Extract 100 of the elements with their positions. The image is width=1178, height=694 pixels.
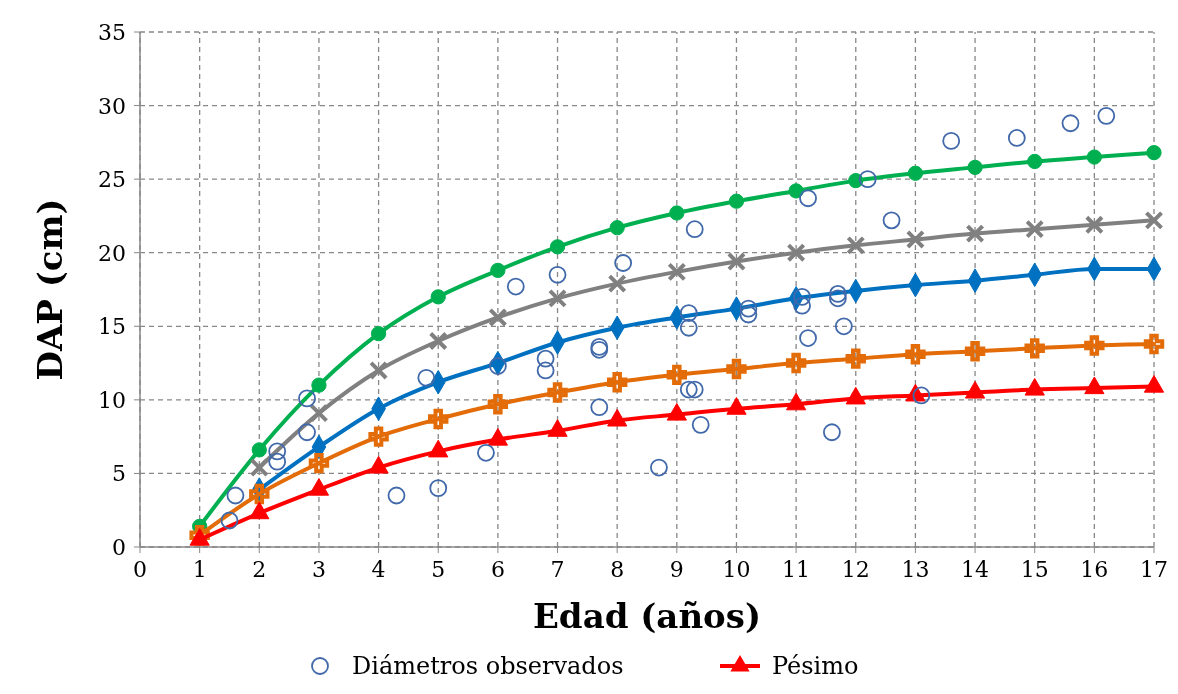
x-tick-label: 16	[1080, 557, 1109, 582]
point	[549, 239, 566, 255]
point	[799, 189, 817, 208]
x-tick-label: 6	[490, 557, 505, 582]
point	[905, 229, 925, 250]
point	[370, 326, 387, 342]
point	[606, 371, 628, 393]
point	[308, 452, 330, 474]
point	[249, 483, 270, 505]
point	[428, 331, 448, 351]
x-tick-label: 7	[550, 557, 565, 582]
point	[679, 380, 698, 399]
point	[536, 361, 555, 380]
x-tick-label: 15	[1020, 557, 1049, 582]
point	[368, 426, 389, 447]
point	[1061, 114, 1080, 133]
point	[691, 415, 710, 434]
x-tick-label: 5	[431, 557, 446, 582]
point	[417, 368, 436, 387]
point	[739, 305, 758, 324]
point	[666, 364, 688, 386]
point	[739, 299, 758, 318]
point	[828, 289, 847, 308]
point	[685, 380, 704, 399]
point	[547, 288, 568, 308]
y-tick-label: 5	[112, 461, 126, 487]
y-tick-label: 0	[112, 535, 126, 560]
point	[487, 394, 509, 415]
point	[786, 243, 806, 263]
point	[311, 377, 327, 393]
point	[506, 277, 525, 296]
x-tick-label: 0	[133, 557, 147, 582]
point	[667, 262, 687, 282]
point	[298, 423, 316, 442]
point	[828, 285, 847, 303]
legend-label: Pésimo	[772, 652, 859, 680]
point	[387, 486, 406, 505]
point	[609, 220, 625, 236]
point	[799, 329, 817, 347]
point	[428, 408, 449, 430]
point	[905, 344, 926, 365]
point	[268, 452, 287, 471]
point	[793, 296, 811, 315]
point	[536, 349, 555, 368]
x-tick-label: 17	[1140, 557, 1168, 582]
point	[685, 220, 704, 239]
x-tick-label: 12	[841, 557, 870, 582]
y-tick-label: 30	[98, 93, 126, 119]
point	[429, 479, 448, 498]
point	[1024, 338, 1045, 359]
point	[1084, 335, 1105, 356]
y-tick-label: 20	[98, 240, 126, 266]
point	[823, 423, 841, 442]
y-axis-title: DAP (cm)	[30, 198, 70, 381]
point	[965, 224, 985, 244]
point	[785, 352, 807, 374]
x-tick-label: 8	[610, 557, 625, 582]
x-axis-title: Edad (años)	[532, 596, 762, 636]
point	[590, 398, 609, 417]
x-tick-label: 4	[371, 557, 386, 582]
point	[430, 289, 446, 305]
point	[679, 318, 698, 337]
y-tick-label: 25	[98, 167, 126, 193]
point	[249, 458, 269, 478]
point	[488, 307, 508, 327]
point	[1027, 153, 1043, 170]
point	[788, 183, 804, 199]
point	[728, 193, 745, 209]
point	[477, 443, 495, 462]
y-tick-label: 10	[98, 387, 126, 413]
point	[650, 458, 668, 477]
point	[1007, 129, 1026, 147]
point	[607, 274, 627, 294]
point	[907, 165, 924, 181]
point	[614, 254, 633, 272]
point	[726, 252, 747, 272]
point	[547, 382, 568, 403]
point	[1086, 149, 1102, 165]
point	[845, 348, 866, 369]
point	[226, 486, 245, 505]
x-tick-label: 1	[192, 557, 207, 582]
point	[369, 360, 389, 380]
point	[858, 170, 877, 189]
x-tick-label: 11	[782, 557, 811, 582]
x-tick-label: 3	[311, 557, 326, 582]
x-tick-label: 14	[961, 557, 990, 582]
point	[942, 131, 961, 150]
y-tick-label: 15	[98, 314, 126, 340]
point	[669, 205, 685, 221]
point	[298, 389, 316, 408]
point	[1025, 219, 1045, 239]
point	[1084, 215, 1104, 235]
point	[967, 159, 983, 175]
point	[834, 317, 853, 336]
point	[1143, 333, 1165, 355]
point	[882, 211, 901, 230]
point	[488, 357, 507, 375]
point	[1144, 210, 1164, 230]
point	[1146, 145, 1162, 161]
point	[220, 511, 239, 530]
